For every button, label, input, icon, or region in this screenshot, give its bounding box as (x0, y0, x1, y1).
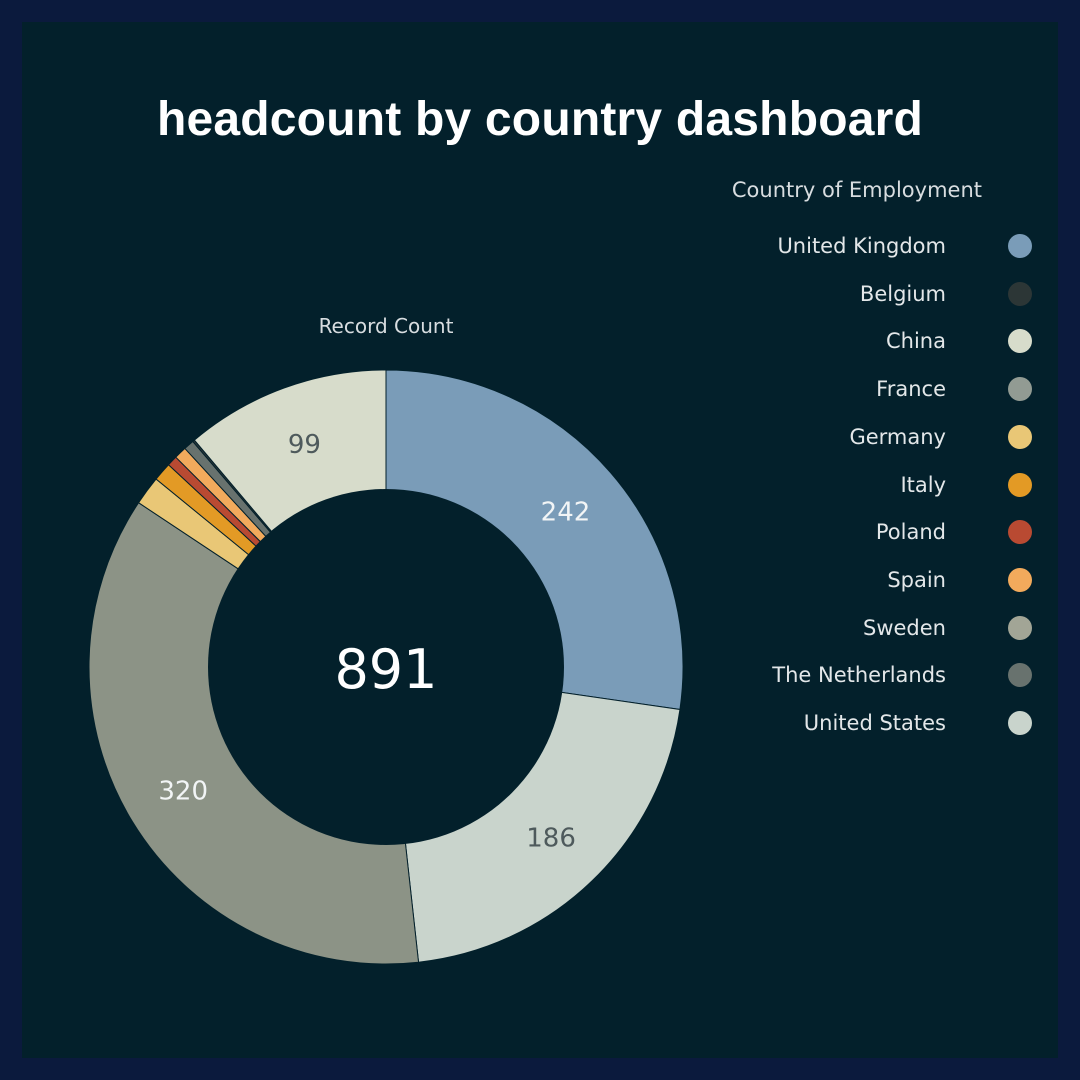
legend-item[interactable]: United States (803, 708, 1032, 738)
legend-swatch (1008, 567, 1032, 592)
legend-label: France (876, 377, 946, 402)
legend-label: China (886, 329, 946, 354)
legend-item[interactable]: Germany (849, 422, 1032, 452)
legend-swatch (1008, 424, 1032, 449)
legend-swatch (1008, 234, 1032, 258)
legend-swatch (1008, 281, 1032, 306)
legend-label: The Netherlands (772, 663, 946, 688)
legend-label: Italy (900, 472, 946, 497)
legend-swatch (1008, 663, 1032, 688)
legend-label: Sweden (863, 615, 946, 640)
data-label-united-states: 186 (526, 824, 576, 854)
legend-item[interactable]: United Kingdom (777, 231, 1032, 261)
legend-swatch (1008, 615, 1032, 640)
legend-label: Poland (875, 520, 946, 545)
legend-swatch (1008, 377, 1032, 402)
total-value: 891 (334, 638, 437, 701)
legend-label: United Kingdom (777, 234, 946, 258)
legend-swatch (1008, 329, 1032, 354)
measure-label: Record Count (318, 314, 454, 338)
legend-swatch (1008, 711, 1032, 735)
legend-item[interactable]: Italy (900, 470, 1032, 500)
donut-hole (208, 489, 564, 845)
data-label-sweden: 320 (158, 777, 208, 807)
legend-label: Belgium (859, 281, 946, 306)
data-label-united-kingdom: 242 (541, 498, 591, 528)
legend-item[interactable]: France (876, 374, 1032, 404)
dashboard-title: headcount by country dashboard (156, 93, 924, 146)
legend-item[interactable]: China (886, 326, 1032, 356)
legend-title: Country of Employment (731, 178, 982, 202)
legend-item[interactable]: Spain (887, 565, 1032, 595)
legend-swatch (1008, 520, 1032, 545)
legend-item[interactable]: Belgium (859, 279, 1032, 309)
legend-item[interactable]: Sweden (863, 613, 1032, 643)
legend-swatch (1008, 472, 1032, 497)
legend-item[interactable]: Poland (875, 517, 1032, 547)
legend-item[interactable]: The Netherlands (772, 660, 1032, 690)
legend-label: Spain (887, 567, 946, 592)
data-label-china: 99 (288, 430, 321, 460)
legend-label: United States (803, 711, 946, 735)
legend-label: Germany (849, 424, 946, 449)
